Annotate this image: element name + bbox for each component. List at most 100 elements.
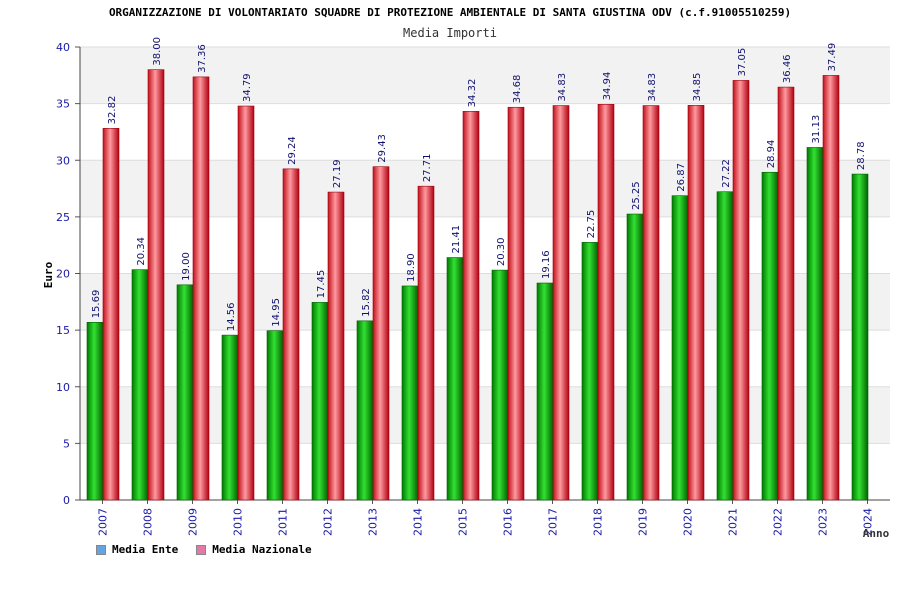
y-tick-label: 20	[56, 268, 70, 281]
data-label: 27.22	[721, 159, 732, 188]
x-axis-label: Anno	[863, 527, 890, 540]
bar-media-nazionale	[552, 105, 570, 501]
axes: 0 5 10 15 20 25 30 35 40 2007 2008 2009 2010 2011 2012…	[56, 41, 890, 536]
x-tick-label: 2020	[682, 508, 695, 536]
data-label: 31.13	[811, 115, 822, 144]
y-tick-label: 0	[63, 494, 70, 507]
grid-band	[80, 47, 890, 104]
legend-item-media-nazionale: Media Nazionale	[196, 543, 312, 556]
x-tick-label: 2021	[727, 508, 740, 536]
legend: Media Ente Media Nazionale	[96, 543, 312, 556]
y-tick-label: 35	[56, 98, 70, 111]
data-labels: 15.69 20.34 19.00 14.56 14.95 17.45 15.82 18.90…	[91, 37, 867, 331]
y-axis-label: Euro	[42, 261, 55, 288]
data-label: 34.79	[242, 73, 253, 102]
bar-media-ente	[671, 195, 689, 501]
grid-band	[80, 386, 890, 444]
bar-media-nazionale	[282, 168, 300, 501]
grid-band	[80, 330, 890, 387]
x-tick-label: 2017	[547, 508, 560, 536]
data-label: 15.69	[91, 290, 102, 319]
bar-media-ente	[356, 320, 374, 501]
bar-media-ente	[536, 282, 554, 501]
x-tick-label: 2009	[187, 508, 200, 536]
data-label: 18.90	[406, 253, 417, 282]
chart-subtitle: Media Importi	[403, 26, 497, 40]
grid-band	[80, 443, 890, 500]
grid-band	[80, 216, 890, 274]
bar-media-nazionale	[417, 185, 435, 501]
bar-media-ente	[851, 173, 869, 501]
bar-media-ente	[761, 171, 779, 501]
bar-media-ente	[806, 147, 824, 501]
data-label: 25.25	[631, 181, 642, 210]
bar-media-ente	[491, 269, 509, 501]
data-label: 37.49	[827, 43, 838, 72]
bar-media-nazionale	[192, 76, 210, 501]
bar-media-nazionale	[462, 111, 480, 501]
x-tick-label: 2015	[457, 508, 470, 536]
data-label: 34.83	[557, 73, 568, 102]
legend-label-media-ente: Media Ente	[112, 543, 179, 556]
bars	[86, 69, 869, 501]
legend-swatch-media-ente	[96, 544, 106, 555]
legend-label-media-nazionale: Media Nazionale	[212, 543, 312, 556]
data-label: 38.00	[152, 37, 163, 66]
x-tick-label: 2018	[592, 508, 605, 536]
data-label: 28.94	[766, 140, 777, 169]
data-label: 34.94	[602, 72, 613, 101]
y-tick-label: 10	[56, 381, 70, 394]
grid-band	[80, 273, 890, 331]
legend-item-media-ente: Media Ente	[96, 543, 178, 556]
bar-media-nazionale	[372, 166, 390, 501]
bar-media-ente	[311, 302, 329, 501]
x-tick-label: 2014	[412, 508, 425, 536]
chart-title: ORGANIZZAZIONE DI VOLONTARIATO SQUADRE D…	[108, 6, 792, 19]
data-label: 20.34	[136, 237, 147, 266]
data-label: 28.78	[856, 141, 867, 170]
data-label: 34.68	[512, 75, 523, 104]
data-label: 19.00	[181, 252, 192, 281]
bar-media-ente	[131, 269, 149, 501]
grid-band	[80, 103, 890, 161]
data-label: 14.56	[226, 302, 237, 331]
data-label: 19.16	[541, 250, 552, 279]
x-tick-label: 2023	[817, 508, 830, 536]
x-tick-label: 2022	[772, 508, 785, 536]
bar-media-nazionale	[732, 80, 750, 501]
x-tick-label: 2016	[502, 508, 515, 536]
x-tick-label: 2007	[97, 508, 110, 536]
data-label: 34.85	[692, 73, 703, 102]
x-tick-label: 2013	[367, 508, 380, 536]
bar-media-nazionale	[642, 105, 660, 501]
x-tick-label: 2024	[862, 508, 875, 536]
bar-media-nazionale	[327, 191, 345, 501]
data-label: 37.05	[737, 48, 748, 77]
bar-media-ente	[581, 242, 599, 501]
bar-media-ente	[626, 213, 644, 501]
x-tick-label: 2012	[322, 508, 335, 536]
data-label: 15.82	[361, 288, 372, 317]
data-label: 21.41	[451, 225, 462, 254]
data-label: 29.43	[377, 134, 388, 163]
bar-media-ente	[86, 322, 104, 501]
x-tick-label: 2011	[277, 508, 290, 536]
data-label: 32.82	[107, 96, 118, 125]
legend-swatch-media-nazionale	[196, 544, 207, 555]
bar-media-ente	[221, 334, 239, 501]
grid-band	[80, 160, 890, 217]
bar-media-nazionale	[147, 69, 165, 501]
data-label: 22.75	[586, 210, 597, 239]
data-label: 27.71	[422, 154, 433, 183]
bar-media-nazionale	[597, 104, 615, 501]
bar-media-nazionale	[687, 105, 705, 501]
bar-media-ente	[401, 285, 419, 501]
data-label: 34.32	[467, 79, 478, 108]
bar-media-ente	[446, 257, 464, 501]
x-tick-label: 2010	[232, 508, 245, 536]
bar-media-ente	[176, 284, 194, 501]
grid-bands	[80, 47, 890, 500]
data-label: 36.46	[782, 54, 793, 83]
bar-media-nazionale	[777, 86, 795, 501]
